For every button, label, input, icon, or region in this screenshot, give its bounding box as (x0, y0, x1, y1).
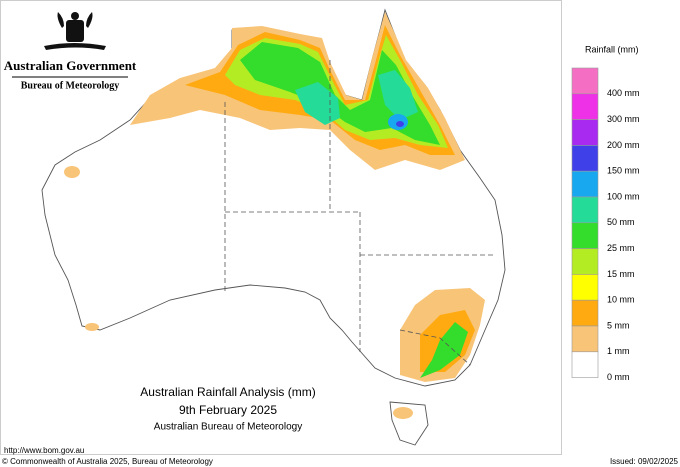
rain-south-25mm (420, 322, 468, 378)
bureau-name: Bureau of Meteorology (21, 80, 120, 91)
legend-swatch (571, 248, 599, 275)
map-source: Australian Bureau of Meteorology (154, 422, 302, 433)
map-frame (0, 0, 562, 455)
legend-swatch (571, 67, 599, 95)
legend-label: 300 mm (607, 114, 640, 124)
footer-url[interactable]: http://www.bom.gov.au (4, 446, 84, 455)
legend-swatch (571, 196, 599, 224)
legend-swatch (571, 145, 599, 172)
legend-label: 0 mm (607, 372, 630, 382)
australia-map (41, 8, 506, 446)
legend-label: 150 mm (607, 166, 640, 176)
map-date: 9th February 2025 (179, 403, 277, 417)
legend-swatch (571, 325, 599, 353)
legend-label: 1 mm (607, 346, 630, 356)
legend: 400 mm 300 mm 200 mm 150 mm 100 mm 50 mm 25 mm… (571, 67, 640, 382)
legend-label: 10 mm (607, 295, 635, 305)
coat-of-arms (44, 12, 106, 50)
legend-swatch (571, 351, 599, 378)
rain-150mm (396, 121, 404, 127)
rain-50mm (295, 70, 418, 125)
legend-label: 100 mm (607, 191, 640, 201)
agency-name: Australian Government (4, 58, 137, 73)
legend-label: 400 mm (607, 88, 640, 98)
legend-swatch (571, 170, 599, 198)
issued-date: Issued: 09/02/2025 (610, 457, 679, 466)
legend-label: 200 mm (607, 140, 640, 150)
legend-swatch (571, 93, 599, 120)
map-title: Australian Rainfall Analysis (mm) (140, 385, 315, 399)
copyright: © Commonwealth of Australia 2025, Bureau… (2, 457, 213, 466)
legend-swatch (571, 222, 599, 249)
legend-swatch (571, 119, 599, 146)
rain-west (64, 166, 80, 178)
legend-label: 50 mm (607, 217, 635, 227)
legend-label: 5 mm (607, 320, 630, 330)
rain-tas (393, 407, 413, 419)
legend-label: 25 mm (607, 243, 635, 253)
rain-sw (85, 323, 99, 331)
legend-swatch (571, 274, 599, 301)
legend-title: Rainfall (mm) (585, 44, 639, 54)
state-borders (224, 60, 495, 366)
legend-swatch (571, 299, 599, 327)
legend-label: 15 mm (607, 269, 635, 279)
